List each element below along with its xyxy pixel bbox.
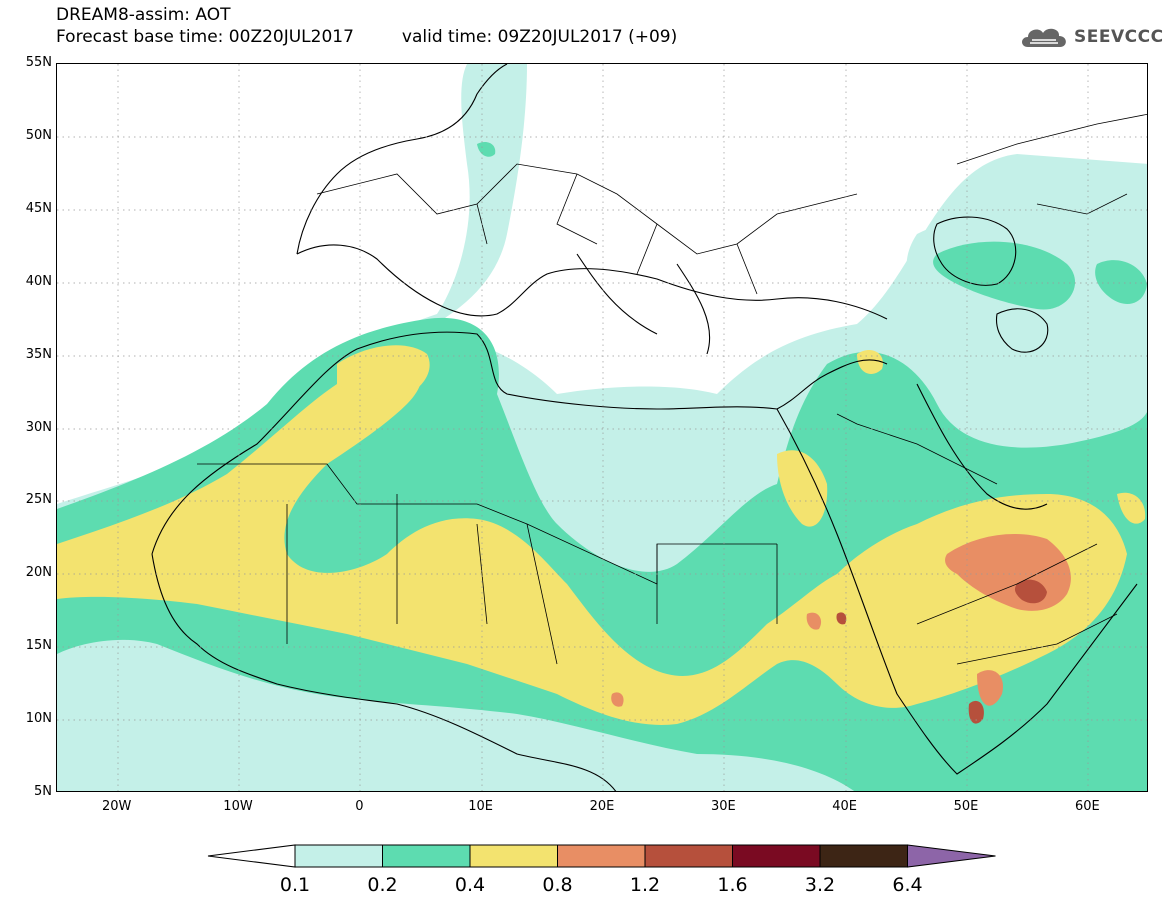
lon-tick-label: 30E — [710, 799, 736, 814]
colorbar-level-label: 0.2 — [367, 874, 398, 896]
lat-tick-label: 25N — [25, 492, 52, 508]
lat-tick-label: 55N — [25, 55, 52, 70]
colorbar-swatch — [644, 844, 733, 868]
aot-field — [57, 64, 1147, 791]
lon-tick-label: 10E — [468, 799, 494, 814]
cloud-icon — [1022, 28, 1066, 47]
aot-map — [56, 63, 1148, 792]
colorbar-min-arrow — [207, 844, 296, 868]
lat-tick-label: 40N — [25, 273, 52, 289]
lat-tick-label: 20N — [25, 565, 52, 581]
graticule — [57, 64, 1147, 791]
lat-tick-label: 10N — [25, 711, 52, 727]
lat-tick-label: 30N — [25, 419, 52, 435]
seevccc-logo: SEEVCCC — [1018, 22, 1164, 52]
logo-text: SEEVCCC — [1074, 27, 1164, 47]
colorbar-swatch — [294, 844, 383, 868]
colorbar-max-arrow — [907, 844, 996, 868]
lat-tick-label: 5N — [34, 784, 52, 799]
colorbar-swatch — [382, 844, 471, 868]
lon-tick-label: 20E — [589, 799, 615, 814]
lat-tick-label: 45N — [25, 200, 52, 216]
colorbar-swatch — [732, 844, 821, 868]
colorbar-level-label: 0.4 — [454, 874, 486, 896]
valid-time-label: valid time: 09Z20JUL2017 (+09) — [401, 27, 678, 47]
lon-tick-label: 40E — [832, 799, 858, 814]
colorbar-level-label: 1.2 — [629, 874, 661, 896]
colorbar-level-label: 0.8 — [542, 874, 573, 896]
colorbar-level-label: 3.2 — [804, 874, 836, 896]
map-title: DREAM8-assim: AOT — [56, 5, 231, 25]
colorbar-level-label: 6.4 — [892, 874, 923, 896]
lon-tick-label: 0 — [355, 799, 364, 814]
colorbar-level-label: 1.6 — [717, 874, 748, 896]
lon-tick-label: 20W — [101, 799, 132, 814]
aot-level-0.4 — [57, 345, 1146, 725]
coastlines — [151, 64, 1138, 791]
lat-tick-label: 50N — [25, 127, 52, 143]
aot-level-1.2 — [836, 579, 1047, 724]
lon-tick-label: 60E — [1074, 799, 1100, 814]
lat-tick-label: 15N — [25, 638, 52, 654]
colorbar-level-label: 0.1 — [279, 874, 311, 896]
colorbar-swatch — [557, 844, 646, 868]
lon-tick-label: 10W — [223, 799, 253, 814]
forecast-times: Forecast base time: 00Z20JUL2017 valid ti… — [56, 27, 677, 47]
colorbar-swatch — [469, 844, 558, 868]
colorbar-swatch — [819, 844, 908, 868]
base-time-label: Forecast base time: 00Z20JUL2017 — [56, 27, 354, 47]
lon-tick-label: 50E — [953, 799, 979, 814]
lat-tick-label: 35N — [25, 346, 52, 362]
